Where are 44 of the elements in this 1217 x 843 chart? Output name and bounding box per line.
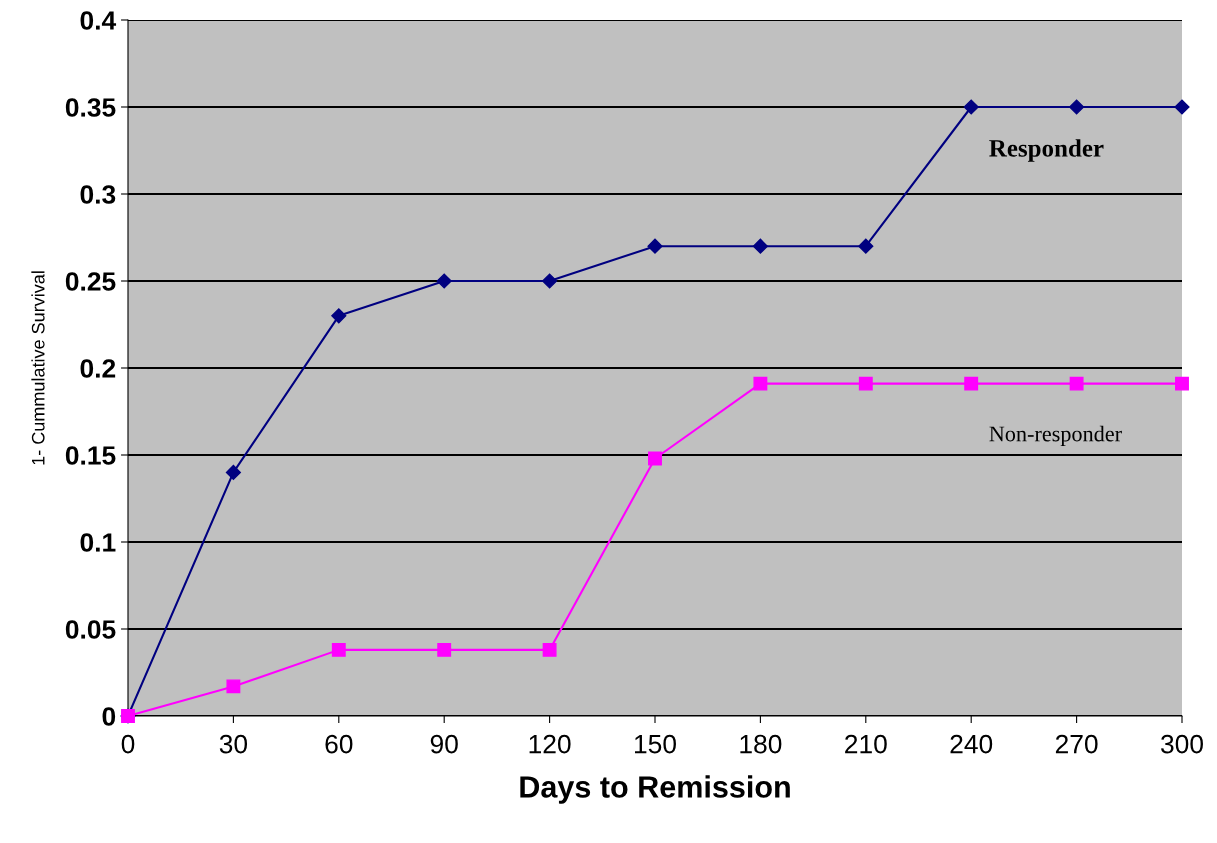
point xyxy=(1069,376,1084,391)
point xyxy=(1069,99,1085,115)
point xyxy=(331,642,346,657)
point xyxy=(648,451,662,466)
point xyxy=(437,642,452,657)
y-axis-title: 1- Cummulative Survival xyxy=(31,271,45,465)
x-tick-label: 120 xyxy=(529,734,571,754)
point xyxy=(542,642,557,657)
x-tick-label: 270 xyxy=(1055,734,1098,754)
x-tick-label: 300 xyxy=(1160,734,1203,754)
point xyxy=(858,238,874,254)
y-tick-label: 0 xyxy=(102,707,116,726)
point xyxy=(1175,376,1189,391)
x-axis-title: Days to Remission xyxy=(520,775,790,804)
x-tick-label: 30 xyxy=(219,734,248,754)
x-tick-label: 60 xyxy=(325,734,353,754)
point xyxy=(647,238,663,254)
y-tick-label: 0.05 xyxy=(65,620,116,639)
point xyxy=(225,464,241,480)
point xyxy=(753,376,768,391)
y-tick-label: 0.15 xyxy=(65,446,116,465)
point xyxy=(858,376,873,391)
point xyxy=(331,308,347,324)
x-tick-label: 180 xyxy=(740,734,782,754)
point xyxy=(226,679,241,694)
point xyxy=(1174,99,1190,115)
y-tick-label: 0.2 xyxy=(80,359,116,378)
point xyxy=(752,238,768,254)
y-tick-label: 0.1 xyxy=(80,533,116,552)
point xyxy=(436,273,452,289)
x-tick-label: 240 xyxy=(950,734,993,754)
series-label: Responder xyxy=(989,139,1104,162)
x-tick-label: 0 xyxy=(121,734,135,754)
point xyxy=(542,273,558,289)
series-label: Non-responder xyxy=(989,425,1122,446)
y-tick-label: 0.4 xyxy=(80,11,117,30)
x-tick-label: 90 xyxy=(430,734,458,754)
y-tick-label: 0.35 xyxy=(65,98,116,117)
y-tick-label: 0.3 xyxy=(80,185,116,204)
x-tick-label: 210 xyxy=(845,734,887,754)
point xyxy=(964,376,979,391)
y-tick-label: 0.25 xyxy=(65,272,116,291)
x-tick-label: 150 xyxy=(635,734,676,754)
point xyxy=(963,99,979,115)
